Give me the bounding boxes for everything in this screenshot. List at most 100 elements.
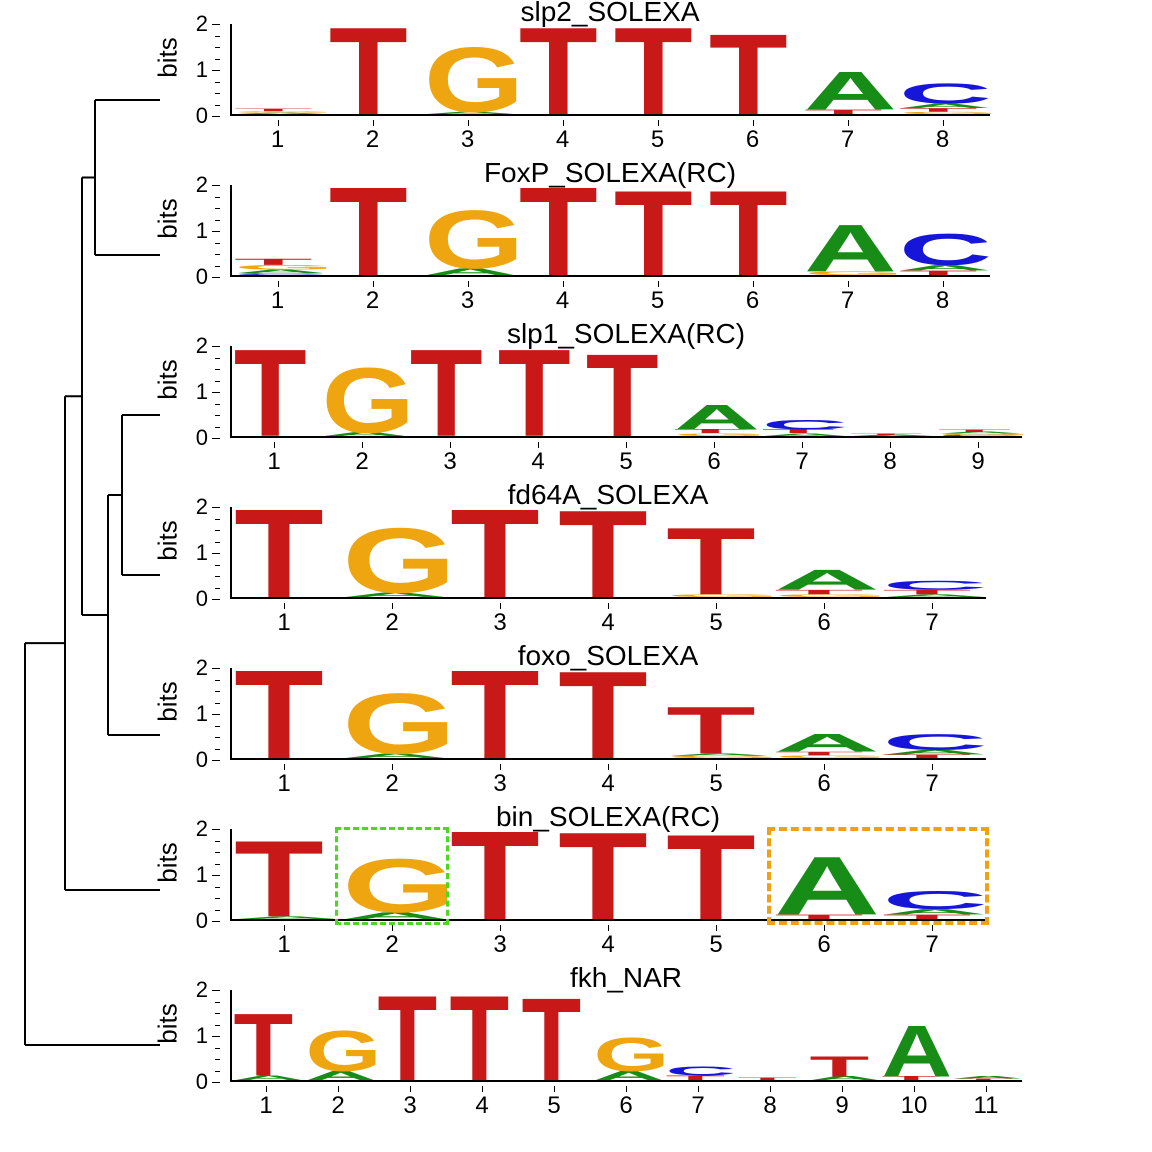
- figure-container: slp2_SOLEXAbits012AGTTAGTTTTAGTAC1234567…: [0, 0, 1152, 1152]
- svg-text:T: T: [450, 827, 540, 919]
- logo-row: slp1_SOLEXA(RC)bits012TAGTTTGTAATCATCGAT…: [160, 322, 1140, 475]
- y-axis-label: bits: [153, 198, 184, 238]
- svg-text:T: T: [519, 183, 598, 275]
- y-axis: 012: [188, 24, 228, 116]
- ytick-label: 0: [196, 747, 208, 773]
- svg-text:T: T: [558, 827, 648, 919]
- xtick-label: 10: [901, 1092, 928, 1120]
- xtick-label: 4: [531, 448, 544, 476]
- y-axis: 012: [188, 990, 228, 1082]
- svg-text:G: G: [305, 1018, 381, 1080]
- ytick-label: 2: [196, 816, 208, 842]
- xtick-label: 1: [277, 609, 290, 637]
- xtick-label: 7: [841, 287, 854, 315]
- svg-text:T: T: [586, 344, 659, 436]
- svg-text:C: C: [899, 225, 992, 275]
- svg-text:T: T: [709, 183, 788, 275]
- svg-text:A: A: [881, 1011, 952, 1080]
- xtick-label: 3: [461, 126, 474, 154]
- xtick-label: 2: [385, 770, 398, 798]
- svg-text:C: C: [665, 1064, 736, 1078]
- svg-text:G: G: [342, 509, 456, 597]
- y-axis: 012: [188, 668, 228, 760]
- xtick-label: 6: [746, 126, 759, 154]
- svg-text:C: C: [899, 77, 992, 109]
- ytick-label: 0: [196, 264, 208, 290]
- svg-text:G: G: [593, 1028, 669, 1080]
- xtick-label: 8: [936, 287, 949, 315]
- svg-text:G: G: [424, 193, 524, 275]
- svg-text:T: T: [709, 22, 788, 114]
- logo-row: fd64A_SOLEXAbits012TAGTTGTGTAATC1234567: [160, 483, 1140, 636]
- svg-text:T: T: [850, 433, 923, 435]
- xtick-label: 5: [709, 931, 722, 959]
- svg-text:T: T: [519, 22, 598, 114]
- svg-text:T: T: [234, 666, 324, 758]
- xtick-label: 6: [817, 609, 830, 637]
- xtick-label: 2: [385, 609, 398, 637]
- ytick-label: 1: [196, 218, 208, 244]
- logo-row: FoxP_SOLEXA(RC)bits012CAGTTAGTTTGATAC123…: [160, 161, 1140, 314]
- svg-text:T: T: [614, 183, 693, 275]
- svg-text:T: T: [521, 988, 581, 1080]
- svg-text:T: T: [234, 108, 313, 112]
- xtick-label: 1: [277, 931, 290, 959]
- xtick-label: 5: [709, 770, 722, 798]
- xtick-label: 5: [547, 1092, 560, 1120]
- xtick-label: 1: [267, 448, 280, 476]
- svg-text:C: C: [882, 578, 988, 592]
- svg-text:T: T: [449, 988, 509, 1080]
- dendrogram-tree: [10, 70, 160, 1130]
- ytick-label: 2: [196, 11, 208, 37]
- y-axis: 012: [188, 507, 228, 599]
- svg-text:A: A: [774, 729, 880, 757]
- svg-text:A: A: [804, 60, 897, 114]
- xtick-label: 4: [475, 1092, 488, 1120]
- svg-text:T: T: [377, 988, 437, 1080]
- logos-column: slp2_SOLEXAbits012AGTTAGTTTTAGTAC1234567…: [160, 0, 1140, 1127]
- svg-text:A: A: [774, 564, 880, 596]
- xtick-label: 1: [277, 770, 290, 798]
- y-axis: 012: [188, 346, 228, 438]
- xtick-label: 3: [443, 448, 456, 476]
- xtick-label: 8: [763, 1092, 776, 1120]
- xtick-label: 5: [709, 609, 722, 637]
- ytick-label: 1: [196, 540, 208, 566]
- svg-text:A: A: [804, 211, 897, 275]
- ytick-label: 1: [196, 57, 208, 83]
- svg-text:T: T: [614, 22, 693, 114]
- svg-text:G: G: [424, 28, 524, 114]
- xtick-label: 4: [601, 931, 614, 959]
- logo-plot: TAGTTGTGTAATC: [230, 507, 986, 599]
- svg-text:G: G: [342, 676, 456, 758]
- svg-text:T: T: [410, 344, 483, 436]
- xtick-label: 8: [936, 126, 949, 154]
- xtick-label: 7: [795, 448, 808, 476]
- xtick-label: 6: [817, 770, 830, 798]
- svg-text:T: T: [329, 22, 408, 114]
- logo-row: bin_SOLEXA(RC)bits012ATAGTTTTATAC1234567: [160, 805, 1140, 958]
- highlight-box: [335, 827, 449, 925]
- xtick-label: 5: [619, 448, 632, 476]
- xtick-label: 9: [971, 448, 984, 476]
- logo-plot: AGTTAGTTTTAGTAC: [230, 24, 990, 116]
- xtick-label: 7: [925, 931, 938, 959]
- ytick-label: 2: [196, 655, 208, 681]
- xtick-label: 4: [556, 287, 569, 315]
- xtick-label: 2: [366, 126, 379, 154]
- xtick-label: 3: [493, 770, 506, 798]
- svg-text:T: T: [450, 666, 540, 758]
- xtick-label: 7: [691, 1092, 704, 1120]
- xtick-label: 4: [556, 126, 569, 154]
- logo-plot: TAGTTGATGTATAC: [230, 668, 986, 760]
- svg-text:T: T: [558, 666, 648, 758]
- logo-plot: ATAGTTTAGTCTATTATA: [230, 990, 1022, 1082]
- svg-text:G: G: [322, 348, 415, 436]
- svg-text:T: T: [498, 344, 571, 436]
- svg-text:T: T: [666, 827, 756, 919]
- y-axis-label: bits: [153, 359, 184, 399]
- svg-text:T: T: [737, 1077, 797, 1080]
- xtick-label: 11: [974, 1092, 999, 1120]
- svg-text:T: T: [329, 183, 408, 275]
- ytick-label: 2: [196, 172, 208, 198]
